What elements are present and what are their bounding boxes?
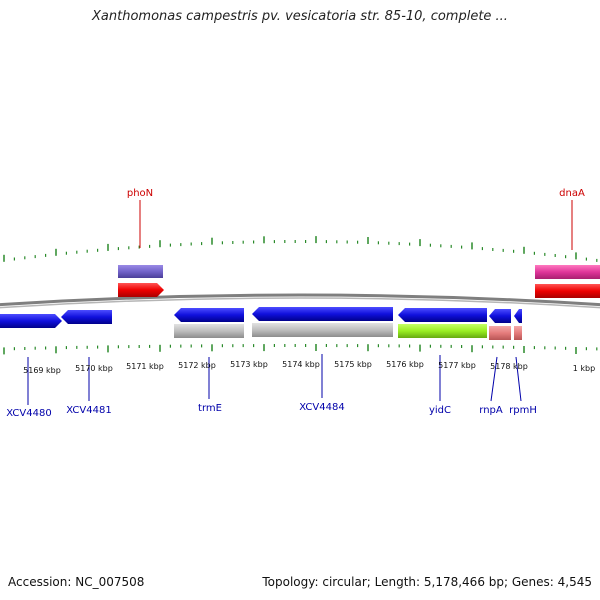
scale-label: 1 kbp [573, 364, 595, 373]
scale-label: 5171 kbp [126, 362, 164, 371]
backbone-outer [0, 293, 600, 307]
gene-yidC-feature[interactable] [398, 324, 487, 338]
gene-rnpA-feature[interactable] [489, 326, 511, 340]
gene-XCV4481-cds[interactable] [61, 310, 112, 324]
scale-label: 5174 kbp [282, 360, 320, 369]
gene-yidC-cds[interactable] [398, 308, 487, 322]
scale-label: 5172 kbp [178, 361, 216, 370]
genome-map: phoN dnaA 5169 kbp 5170 kbp 5171 kbp 517… [0, 188, 600, 419]
gene-dnaA-feature[interactable] [535, 284, 600, 298]
gene-label-rnpA: rnpA [479, 405, 503, 416]
gene-dnaA-cds[interactable] [535, 265, 600, 279]
scale-label: 5175 kbp [334, 360, 372, 369]
accession-text: Accession: NC_007508 [8, 575, 145, 589]
gene-label-trmE: trmE [198, 403, 222, 414]
scale-label: 5173 kbp [230, 360, 268, 369]
gene-phoN-cds[interactable] [118, 265, 163, 278]
gene-label-XCV4481: XCV4481 [66, 405, 111, 416]
genome-summary-text: Topology: circular; Length: 5,178,466 bp… [262, 575, 592, 589]
gene-rpmH-feature[interactable] [514, 326, 522, 340]
rnpA-label-line [490, 356, 498, 402]
gene-phoN-feature[interactable] [118, 283, 164, 297]
gene-label-rpmH: rpmH [509, 405, 537, 416]
gene-trmE-feature[interactable] [174, 324, 244, 338]
gene-XCV4480-cds[interactable] [0, 314, 62, 328]
map-title: Xanthomonas campestris pv. vesicatoria s… [92, 9, 508, 24]
gene-label-dnaA: dnaA [559, 188, 585, 199]
scale-label: 5170 kbp [75, 364, 113, 373]
scale-label: 5169 kbp [23, 366, 61, 375]
gene-trmE-cds[interactable] [174, 308, 244, 322]
gene-label-yidC: yidC [429, 405, 451, 416]
scale-label: 5177 kbp [438, 361, 476, 370]
backbone-inner [0, 297, 600, 309]
scale-label: 5178 kbp [490, 362, 528, 371]
gene-rnpA-cds[interactable] [489, 309, 511, 323]
gene-label-phoN: phoN [127, 188, 153, 199]
rpmH-label-line [515, 356, 522, 402]
tick-row-bottom [3, 344, 598, 355]
gene-XCV4484-cds[interactable] [252, 307, 393, 321]
gene-XCV4484-feature[interactable] [252, 323, 393, 337]
tick-row-top [3, 236, 598, 262]
gene-label-XCV4480: XCV4480 [6, 408, 51, 419]
gene-label-XCV4484: XCV4484 [299, 402, 344, 413]
gene-rpmH-cds[interactable] [514, 309, 522, 323]
scale-label: 5176 kbp [386, 360, 424, 369]
